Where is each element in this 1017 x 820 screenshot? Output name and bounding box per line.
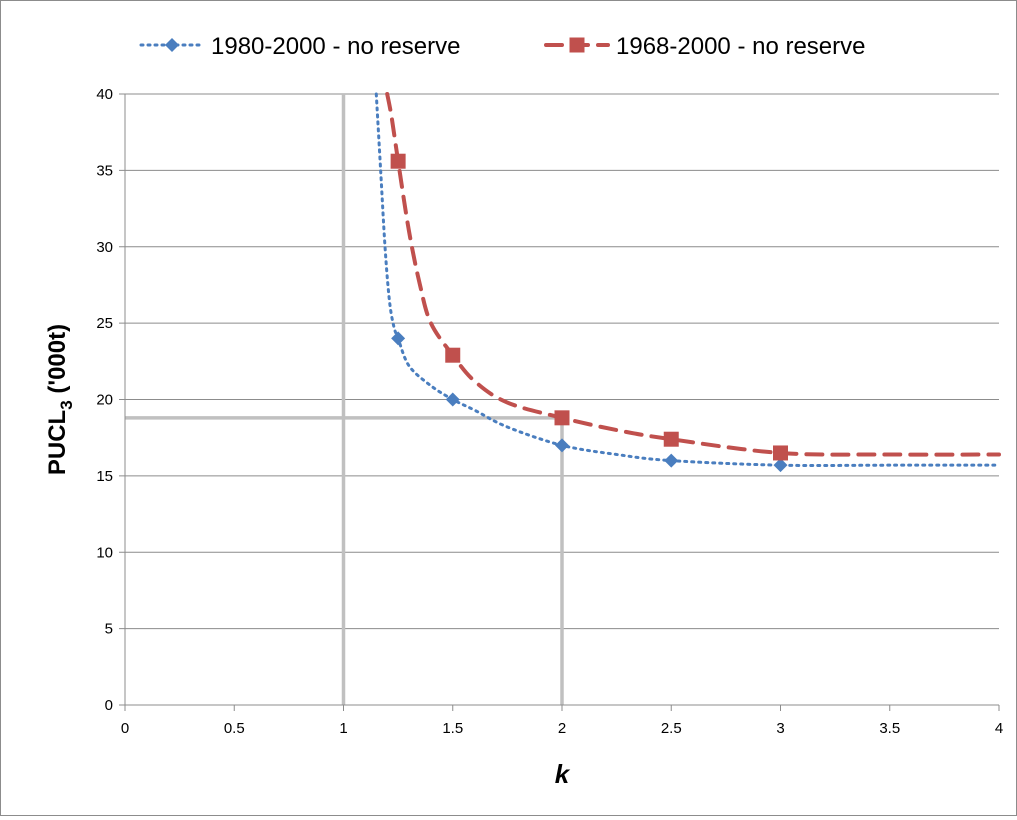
- data-point-diamond: [555, 438, 569, 453]
- y-tick-label: 25: [96, 315, 113, 332]
- data-point-diamond: [391, 331, 406, 346]
- gridlines: [119, 93, 999, 706]
- x-tick-label: 0: [121, 720, 129, 737]
- x-tick-label: 3: [776, 720, 784, 737]
- data-point-square: [445, 347, 461, 363]
- y-tick-label: 40: [96, 86, 113, 103]
- legend-label: 1968-2000 - no reserve: [616, 33, 866, 60]
- y-tick-labels: 0 5 10 15 20 25 30 35 40: [96, 86, 113, 714]
- data-point-diamond: [165, 38, 179, 52]
- series-line: [385, 92, 1001, 457]
- legend-label: 1980-2000 - no reserve: [211, 33, 461, 60]
- x-tick-labels: 0 0.5 1 1.5 2 2.5 3 3.5 4: [121, 720, 1003, 737]
- y-axis-label: PUCL3 ('000t): [44, 324, 76, 475]
- data-point-square: [663, 431, 679, 447]
- y-axis-label-subscript: 3: [57, 400, 76, 409]
- data-point-square: [773, 445, 788, 461]
- y-axis-label-suffix: ('000t): [44, 324, 71, 400]
- y-tick-label: 5: [105, 621, 113, 638]
- x-tick-label: 4: [995, 720, 1003, 737]
- y-tick-label: 10: [96, 544, 113, 561]
- series-group: [374, 92, 1001, 473]
- series-1: [374, 92, 1001, 473]
- y-tick-label: 35: [96, 162, 113, 179]
- series-line: [374, 92, 1001, 468]
- axes: [124, 94, 1000, 711]
- x-axis-label: k: [555, 759, 571, 789]
- y-tick-label: 15: [96, 468, 113, 485]
- data-point-diamond: [445, 392, 460, 407]
- x-tick-label: 1: [339, 720, 347, 737]
- data-point-diamond: [664, 453, 679, 468]
- data-point-square: [569, 37, 585, 53]
- x-tick-label: 0.5: [224, 720, 245, 737]
- data-point-diamond: [773, 458, 788, 473]
- series-2: [385, 92, 1001, 461]
- data-point-square: [390, 153, 406, 169]
- x-tick-label: 2: [558, 720, 566, 737]
- x-tick-label: 2.5: [661, 720, 682, 737]
- legend: 1980-2000 - no reserve 1968-2000 - no res…: [139, 33, 866, 60]
- x-tick-label: 3.5: [879, 720, 900, 737]
- y-tick-label: 30: [96, 239, 113, 256]
- y-tick-label: 20: [96, 392, 113, 409]
- y-tick-label: 0: [105, 697, 113, 714]
- y-axis-label-main: PUCL: [44, 410, 71, 475]
- x-tick-label: 1.5: [442, 720, 463, 737]
- data-point-square: [554, 410, 570, 426]
